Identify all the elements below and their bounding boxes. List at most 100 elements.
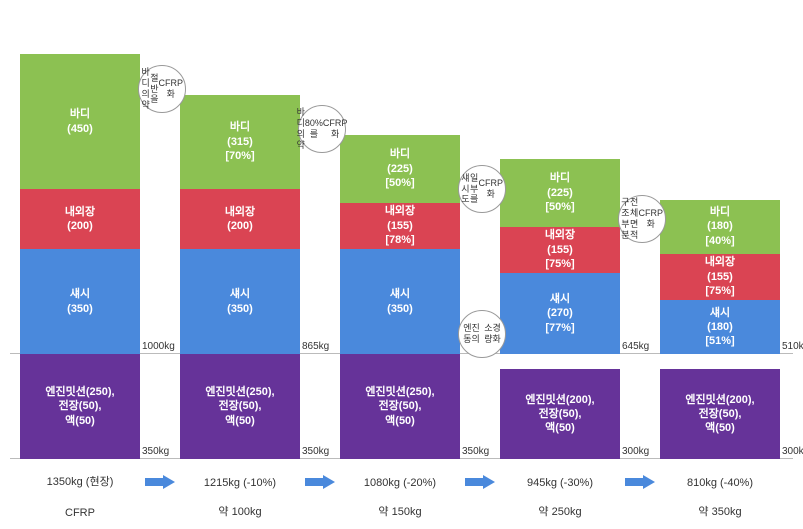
segment-label: 섀시 — [390, 287, 410, 301]
callout-text: 바디의 약 — [141, 67, 150, 110]
body-segment: 바디(225)[50%] — [340, 135, 460, 203]
callout-1: 바디의 약80%를CFRP화 — [298, 105, 346, 153]
arrow-icon — [305, 475, 335, 489]
segment-label: 엔진밋션(200), — [525, 393, 594, 407]
category-label: 약 100kg — [180, 503, 300, 519]
category-label: 약 350kg — [660, 503, 780, 519]
chassis-segment: 섀시(350) — [20, 249, 140, 354]
segment-label: (180) — [707, 219, 733, 233]
callout-2: 섀시도일부를CFRP화 — [458, 165, 506, 213]
segment-label: 내외장 — [545, 228, 575, 242]
segment-label: (450) — [67, 122, 93, 136]
interior-segment: 내외장(155)[75%] — [660, 254, 780, 301]
chassis-segment: 섀시(350) — [340, 249, 460, 354]
arrow-icon — [145, 475, 175, 489]
segment-label: (270) — [547, 306, 573, 320]
chassis-segment: 섀시(270)[77%] — [500, 273, 620, 354]
upper-kg-label: 510kg — [782, 341, 803, 352]
lower-kg-label: 350kg — [142, 446, 169, 457]
interior-segment: 내외장(200) — [20, 189, 140, 249]
total-label: 945kg (-30%) — [500, 477, 620, 489]
segment-label: 전장(50), — [539, 407, 582, 421]
segment-label: 액(50) — [385, 414, 415, 428]
segment-label: 전장(50), — [219, 399, 262, 413]
segment-label: (200) — [67, 219, 93, 233]
callout-text: 구조부분 — [621, 197, 630, 240]
segment-label: 내외장 — [65, 205, 95, 219]
body-segment: 바디(225)[50%] — [500, 159, 620, 227]
segment-label: 바디 — [70, 107, 90, 121]
callout-text: 소경량화 — [482, 323, 503, 345]
callout-text: 일부를 — [470, 173, 479, 205]
segment-label: (155) — [707, 270, 733, 284]
chassis-segment: 섀시(350) — [180, 249, 300, 354]
total-label: 1215kg (-10%) — [180, 477, 300, 489]
segment-label: [77%] — [545, 321, 574, 335]
segment-label: [50%] — [545, 200, 574, 214]
body-segment: 바디(315)[70%] — [180, 95, 300, 190]
segment-label: 섀시 — [70, 287, 90, 301]
segment-label: 전장(50), — [699, 407, 742, 421]
segment-label: 전장(50), — [379, 399, 422, 413]
engine-segment: 엔진밋션(250),전장(50),액(50) — [340, 354, 460, 459]
segment-label: 전장(50), — [59, 399, 102, 413]
engine-segment: 엔진밋션(200),전장(50),액(50) — [500, 369, 620, 459]
segment-label: 바디 — [550, 171, 570, 185]
callout-text: CFRP화 — [159, 78, 184, 100]
segment-label: 바디 — [710, 205, 730, 219]
lower-kg-label: 350kg — [302, 446, 329, 457]
body-segment: 바디(180)[40%] — [660, 200, 780, 254]
category-label: 약 150kg — [340, 503, 460, 519]
segment-label: [75%] — [545, 257, 574, 271]
callout-text: 전체면적 — [630, 197, 639, 240]
segment-label: [40%] — [705, 234, 734, 248]
weight-reduction-chart: 엔진밋션(250),전장(50),액(50)섀시(350)내외장(200)바디(… — [10, 10, 793, 519]
segment-label: 엔진밋션(250), — [205, 385, 274, 399]
callout-text: 80%를 — [305, 118, 323, 140]
segment-label: (180) — [707, 320, 733, 334]
segment-label: 내외장 — [705, 255, 735, 269]
segment-label: 엔진밋션(250), — [365, 385, 434, 399]
callout-3: 엔진동의소경량화 — [458, 310, 506, 358]
interior-segment: 내외장(200) — [180, 189, 300, 249]
segment-label: 액(50) — [705, 421, 735, 435]
lower-kg-label: 300kg — [622, 446, 649, 457]
segment-label: 액(50) — [545, 421, 575, 435]
callout-4: 구조부분전체면적CFRP화 — [618, 195, 666, 243]
engine-segment: 엔진밋션(250),전장(50),액(50) — [180, 354, 300, 459]
engine-segment: 엔진밋션(250),전장(50),액(50) — [20, 354, 140, 459]
arrow-icon — [465, 475, 495, 489]
segment-label: 액(50) — [225, 414, 255, 428]
callout-text: 섀시도 — [461, 173, 470, 205]
chassis-segment: 섀시(180)[51%] — [660, 300, 780, 354]
segment-label: (200) — [227, 219, 253, 233]
segment-label: (155) — [547, 243, 573, 257]
segment-label: 섀시 — [550, 292, 570, 306]
callout-text: CFRP화 — [639, 208, 664, 230]
engine-segment: 엔진밋션(200),전장(50),액(50) — [660, 369, 780, 459]
category-label: CFRP — [20, 507, 140, 519]
arrow-icon — [625, 475, 655, 489]
segment-label: (225) — [387, 162, 413, 176]
segment-label: (350) — [67, 302, 93, 316]
segment-label: (350) — [227, 302, 253, 316]
upper-kg-label: 645kg — [622, 341, 649, 352]
segment-label: (315) — [227, 135, 253, 149]
segment-label: 엔진밋션(250), — [45, 385, 114, 399]
segment-label: [51%] — [705, 334, 734, 348]
total-label: 1080kg (-20%) — [340, 477, 460, 489]
callout-text: 절반을 — [150, 73, 158, 105]
upper-kg-label: 865kg — [302, 341, 329, 352]
segment-label: (350) — [387, 302, 413, 316]
callout-text: CFRP화 — [323, 118, 348, 140]
segment-label: 바디 — [230, 120, 250, 134]
segment-label: [75%] — [705, 284, 734, 298]
segment-label: [78%] — [385, 233, 414, 247]
body-segment: 바디(450) — [20, 54, 140, 189]
total-label: 810kg (-40%) — [660, 477, 780, 489]
lower-kg-label: 300kg — [782, 446, 803, 457]
interior-segment: 내외장(155)[78%] — [340, 203, 460, 250]
interior-segment: 내외장(155)[75%] — [500, 227, 620, 274]
category-label: 약 250kg — [500, 503, 620, 519]
segment-label: (225) — [547, 186, 573, 200]
